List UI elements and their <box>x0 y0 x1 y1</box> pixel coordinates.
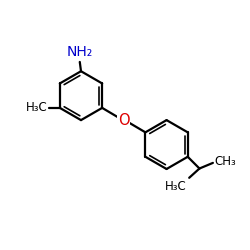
Text: H₃C: H₃C <box>26 102 48 114</box>
Text: O: O <box>118 112 130 128</box>
Text: H₃C: H₃C <box>165 180 187 194</box>
Text: CH₃: CH₃ <box>214 156 236 168</box>
Text: NH₂: NH₂ <box>67 45 93 59</box>
